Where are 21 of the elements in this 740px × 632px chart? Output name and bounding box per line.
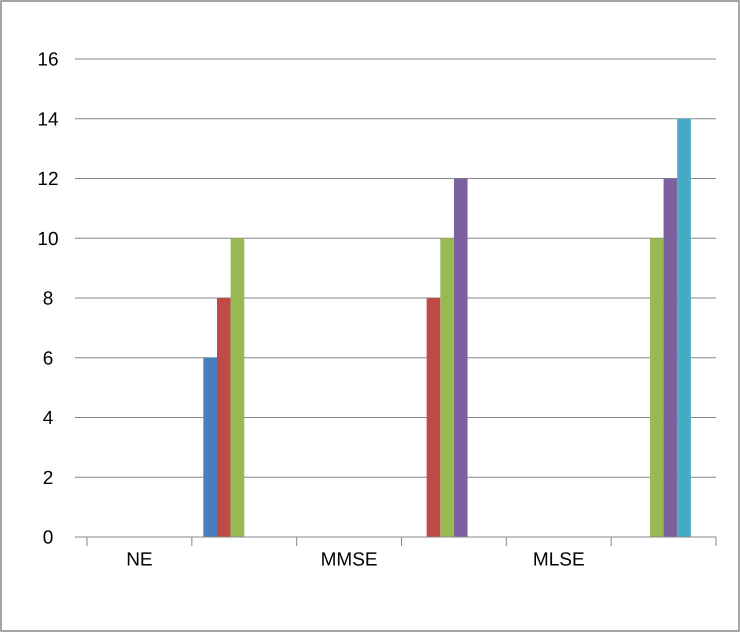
bar [664,178,678,537]
y-tick-label: 8 [42,288,54,310]
x-tick-label: NE [126,550,153,571]
bar [454,178,468,537]
bar [440,238,454,537]
x-tick-label: MLSE [532,550,585,571]
bar [650,238,664,537]
y-tick-label: 0 [42,528,54,549]
y-tick-label: 16 [37,50,59,71]
y-tick-label: 6 [42,348,54,370]
y-tick-label: 4 [42,408,54,430]
bar [230,238,244,537]
x-tick-label: MMSE [320,550,378,571]
y-tick-label: 2 [42,468,54,489]
y-tick-label: 12 [37,169,59,190]
y-tick-label: 10 [37,228,59,250]
bar [203,358,217,537]
bar [677,118,691,537]
bar [216,298,231,537]
bar [426,298,440,537]
y-tick-label: 14 [37,109,59,130]
